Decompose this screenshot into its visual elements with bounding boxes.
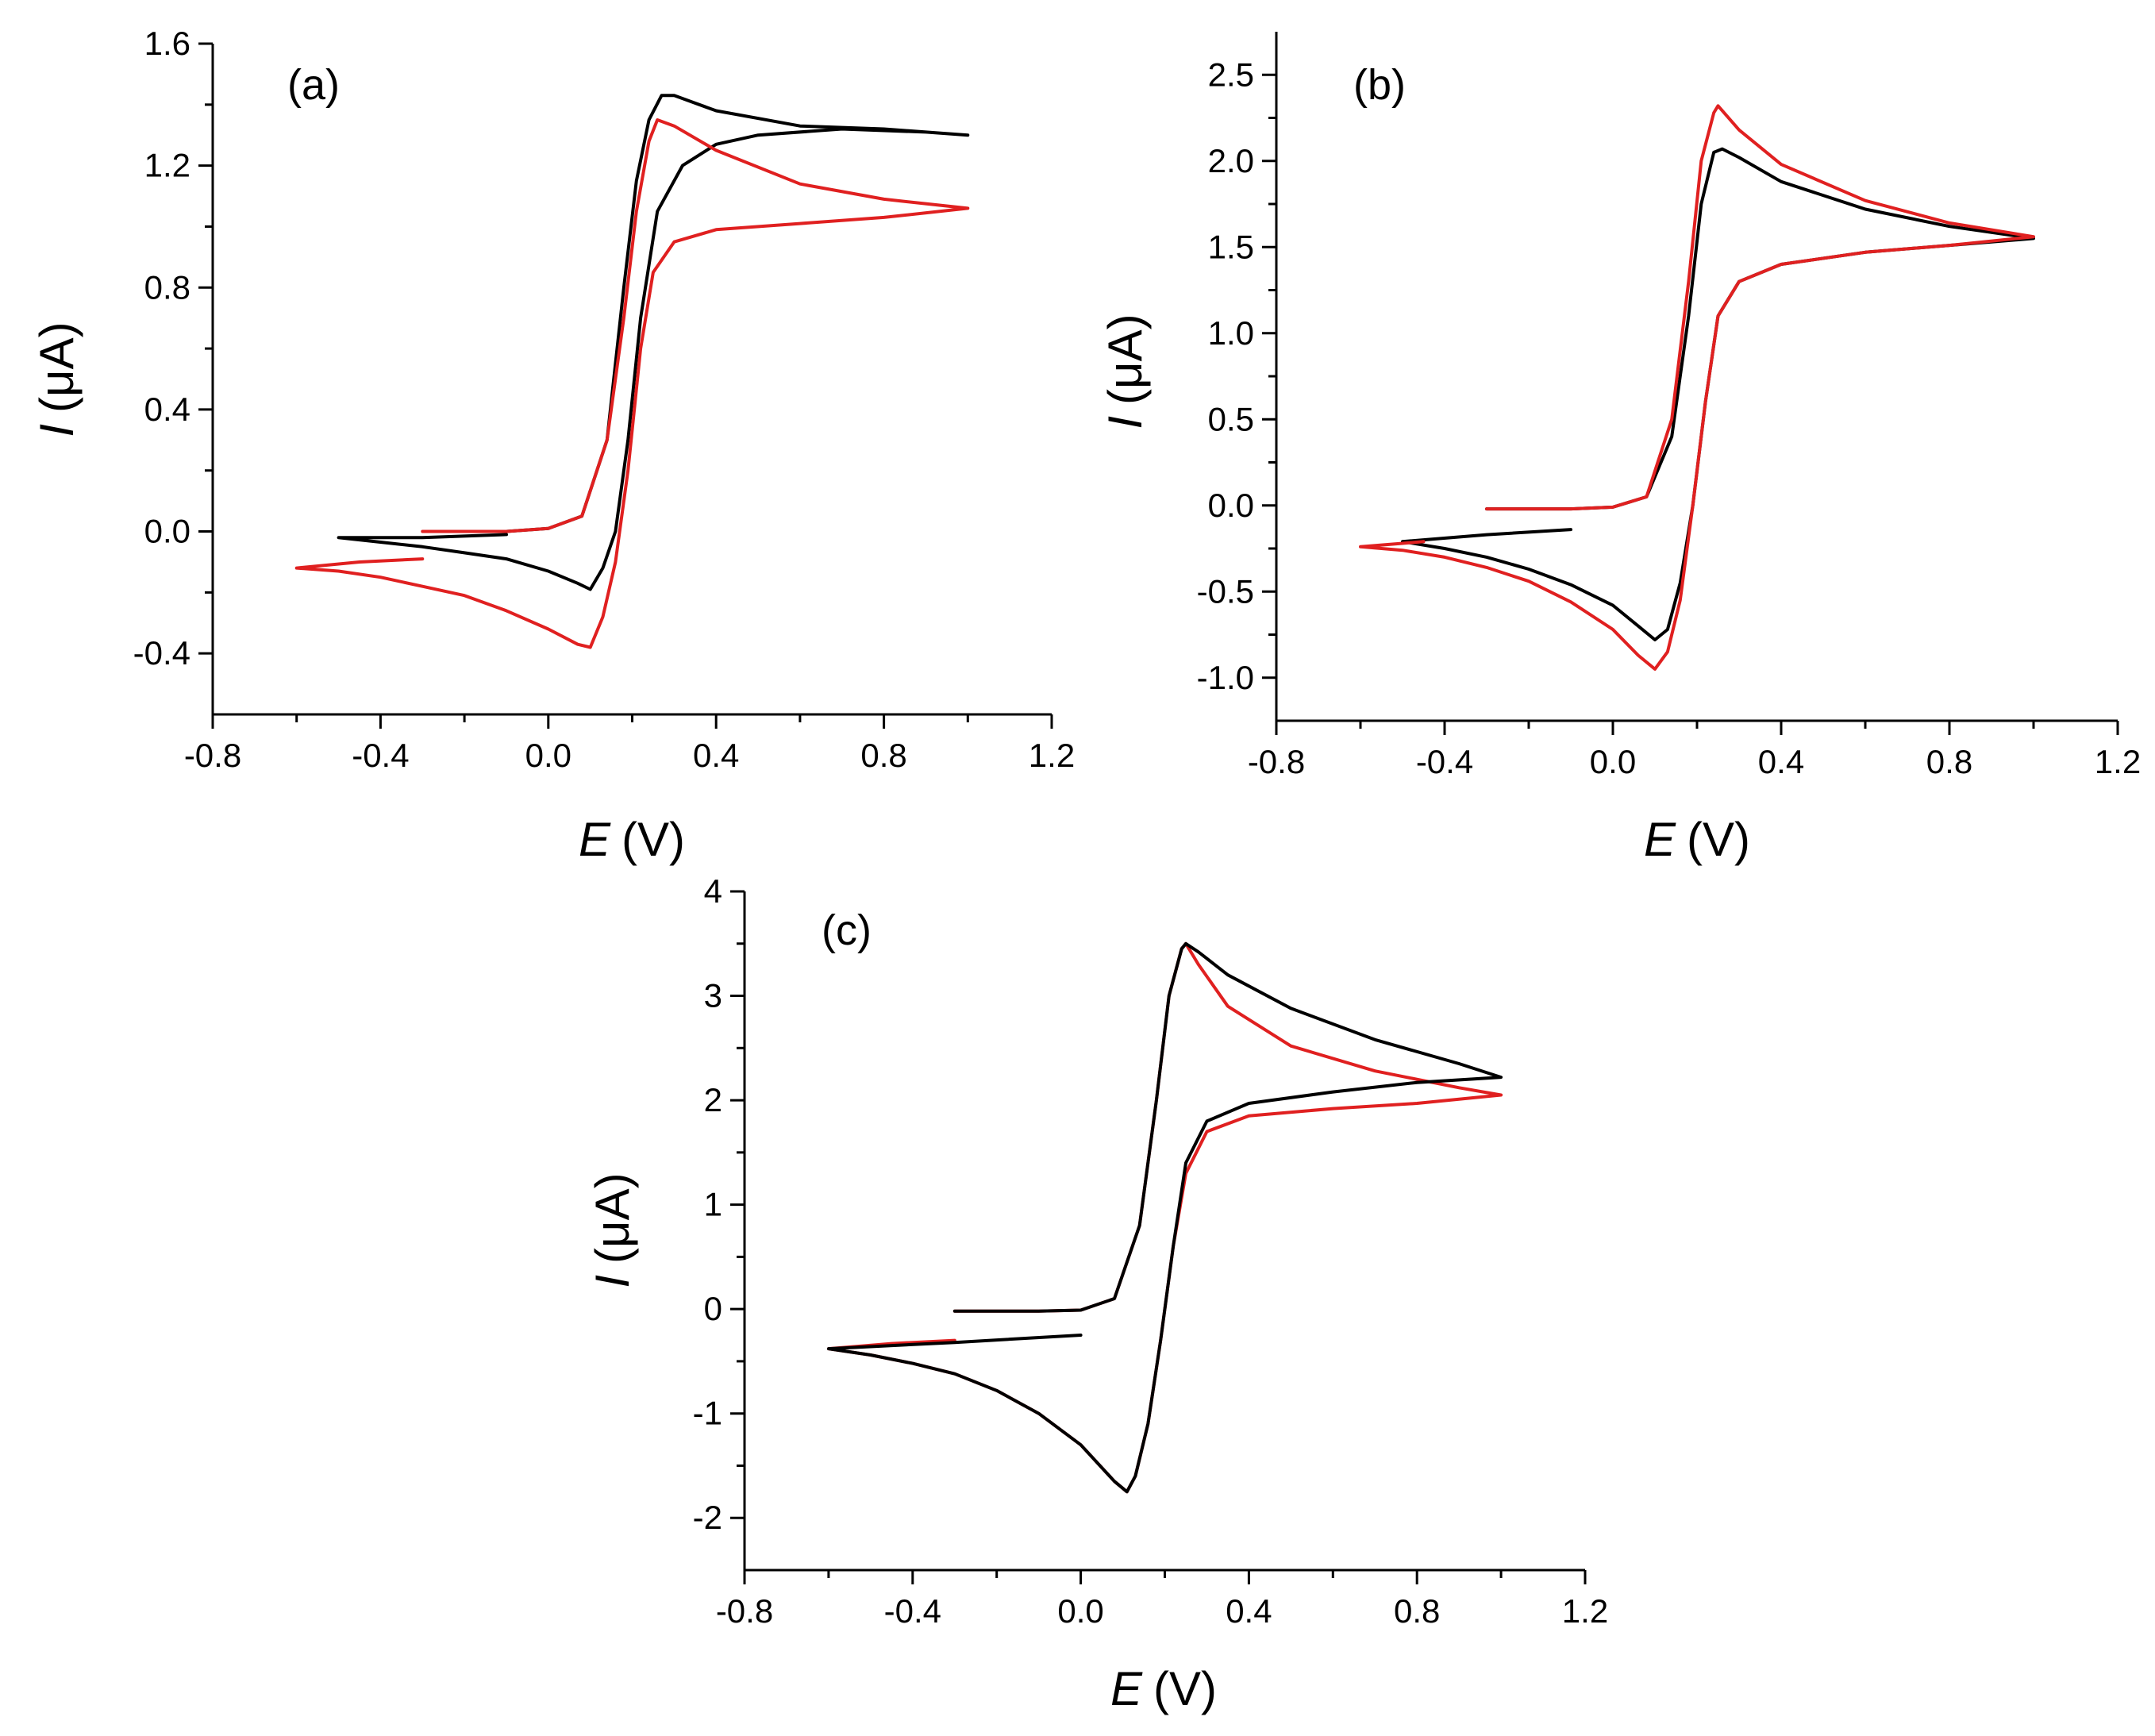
x-axis-unit: (V) bbox=[621, 813, 685, 866]
x-axis-variable: E bbox=[1110, 1662, 1143, 1715]
y-tick-label: 1 bbox=[704, 1186, 722, 1223]
y-tick-label: 2 bbox=[704, 1081, 722, 1118]
y-axis-label: I (μA) bbox=[30, 321, 83, 437]
y-tick-label: 2.0 bbox=[1208, 142, 1254, 179]
x-tick-label: 0.0 bbox=[1057, 1592, 1103, 1630]
x-tick-label: 1.2 bbox=[1562, 1592, 1608, 1630]
x-tick-label: 0.4 bbox=[693, 737, 739, 774]
series-line-black bbox=[1401, 147, 2035, 641]
y-axis-unit: (μA) bbox=[1099, 314, 1152, 405]
y-tick-label: 1.0 bbox=[1208, 314, 1254, 352]
panel-label: (b) bbox=[1353, 61, 1406, 109]
x-axis-variable: E bbox=[1644, 813, 1676, 866]
panel-label: (a) bbox=[287, 61, 340, 109]
x-tick-label: -0.8 bbox=[184, 737, 241, 774]
x-tick-label: 0.0 bbox=[1590, 743, 1636, 780]
panel-b: -0.8 -0.4 0.0 0.4 0.8 1.2 -1.0 -0.5 0.0 0.5 1.0 1.5… bbox=[1099, 32, 2141, 866]
y-tick-label: 1.2 bbox=[144, 147, 190, 184]
x-tick-label: 0.8 bbox=[860, 737, 906, 774]
x-axis-unit: (V) bbox=[1687, 813, 1750, 866]
x-axis-variable: E bbox=[579, 813, 611, 866]
y-tick-label: 1.6 bbox=[144, 25, 190, 62]
y-tick-label: 0.0 bbox=[144, 513, 190, 550]
y-axis-variable: I bbox=[1099, 416, 1152, 429]
y-tick-label: 0.8 bbox=[144, 268, 190, 306]
series-line-black bbox=[337, 94, 970, 591]
x-axis-label: E (V) bbox=[1644, 813, 1750, 866]
y-axis-variable: I bbox=[586, 1275, 639, 1288]
y-tick-label: -0.5 bbox=[1197, 572, 1254, 610]
x-axis-unit: (V) bbox=[1153, 1662, 1217, 1715]
y-tick-label: 2.5 bbox=[1208, 56, 1254, 93]
x-axis-label: E (V) bbox=[579, 813, 685, 866]
y-axis-unit: (μA) bbox=[30, 321, 83, 413]
x-tick-label: -0.8 bbox=[1248, 743, 1305, 780]
y-tick-label: -0.4 bbox=[133, 634, 190, 672]
x-tick-label: 1.2 bbox=[1029, 737, 1075, 774]
y-tick-label: -1.0 bbox=[1197, 659, 1254, 696]
y-tick-label: -2 bbox=[693, 1499, 722, 1536]
x-tick-label: 0.0 bbox=[525, 737, 571, 774]
y-axis-label: I (μA) bbox=[586, 1172, 639, 1288]
y-tick-label: 1.5 bbox=[1208, 228, 1254, 265]
y-tick-label: 3 bbox=[704, 977, 722, 1014]
y-axis-variable: I bbox=[30, 424, 83, 437]
x-axis-label: E (V) bbox=[1110, 1662, 1217, 1715]
series-line-red bbox=[294, 118, 970, 649]
y-tick-label: 0.0 bbox=[1208, 487, 1254, 524]
y-tick-label: 4 bbox=[704, 872, 722, 910]
x-tick-label: 1.2 bbox=[2095, 743, 2141, 780]
panel-a: -0.8 -0.4 0.0 0.4 0.8 1.2-0.40.00.40.81.21.6 … bbox=[30, 25, 1075, 866]
x-tick-label: -0.8 bbox=[716, 1592, 773, 1630]
x-tick-label: -0.4 bbox=[352, 737, 409, 774]
series-line-black bbox=[826, 941, 1503, 1494]
y-tick-label: -1 bbox=[693, 1395, 722, 1432]
x-tick-label: -0.4 bbox=[884, 1592, 941, 1630]
y-tick-label: 0 bbox=[704, 1290, 722, 1327]
x-tick-label: 0.8 bbox=[1394, 1592, 1440, 1630]
series-line-red bbox=[1359, 104, 2035, 671]
x-tick-label: -0.4 bbox=[1416, 743, 1473, 780]
y-tick-label: 0.5 bbox=[1208, 400, 1254, 437]
panel-label: (c) bbox=[822, 906, 872, 954]
panel-c: -0.8 -0.4 0.0 0.4 0.8 1.2 -2 -1 0 1 2 3 4 (c) E (V) I… bbox=[586, 872, 1608, 1715]
y-axis-unit: (μA) bbox=[586, 1172, 639, 1264]
y-axis-label: I (μA) bbox=[1099, 314, 1152, 429]
y-tick-label: 0.4 bbox=[144, 391, 190, 428]
x-tick-label: 0.8 bbox=[1926, 743, 1972, 780]
x-tick-label: 0.4 bbox=[1758, 743, 1804, 780]
x-tick-label: 0.4 bbox=[1226, 1592, 1272, 1630]
